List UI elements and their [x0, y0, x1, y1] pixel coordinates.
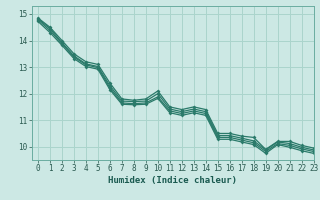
X-axis label: Humidex (Indice chaleur): Humidex (Indice chaleur)	[108, 176, 237, 185]
